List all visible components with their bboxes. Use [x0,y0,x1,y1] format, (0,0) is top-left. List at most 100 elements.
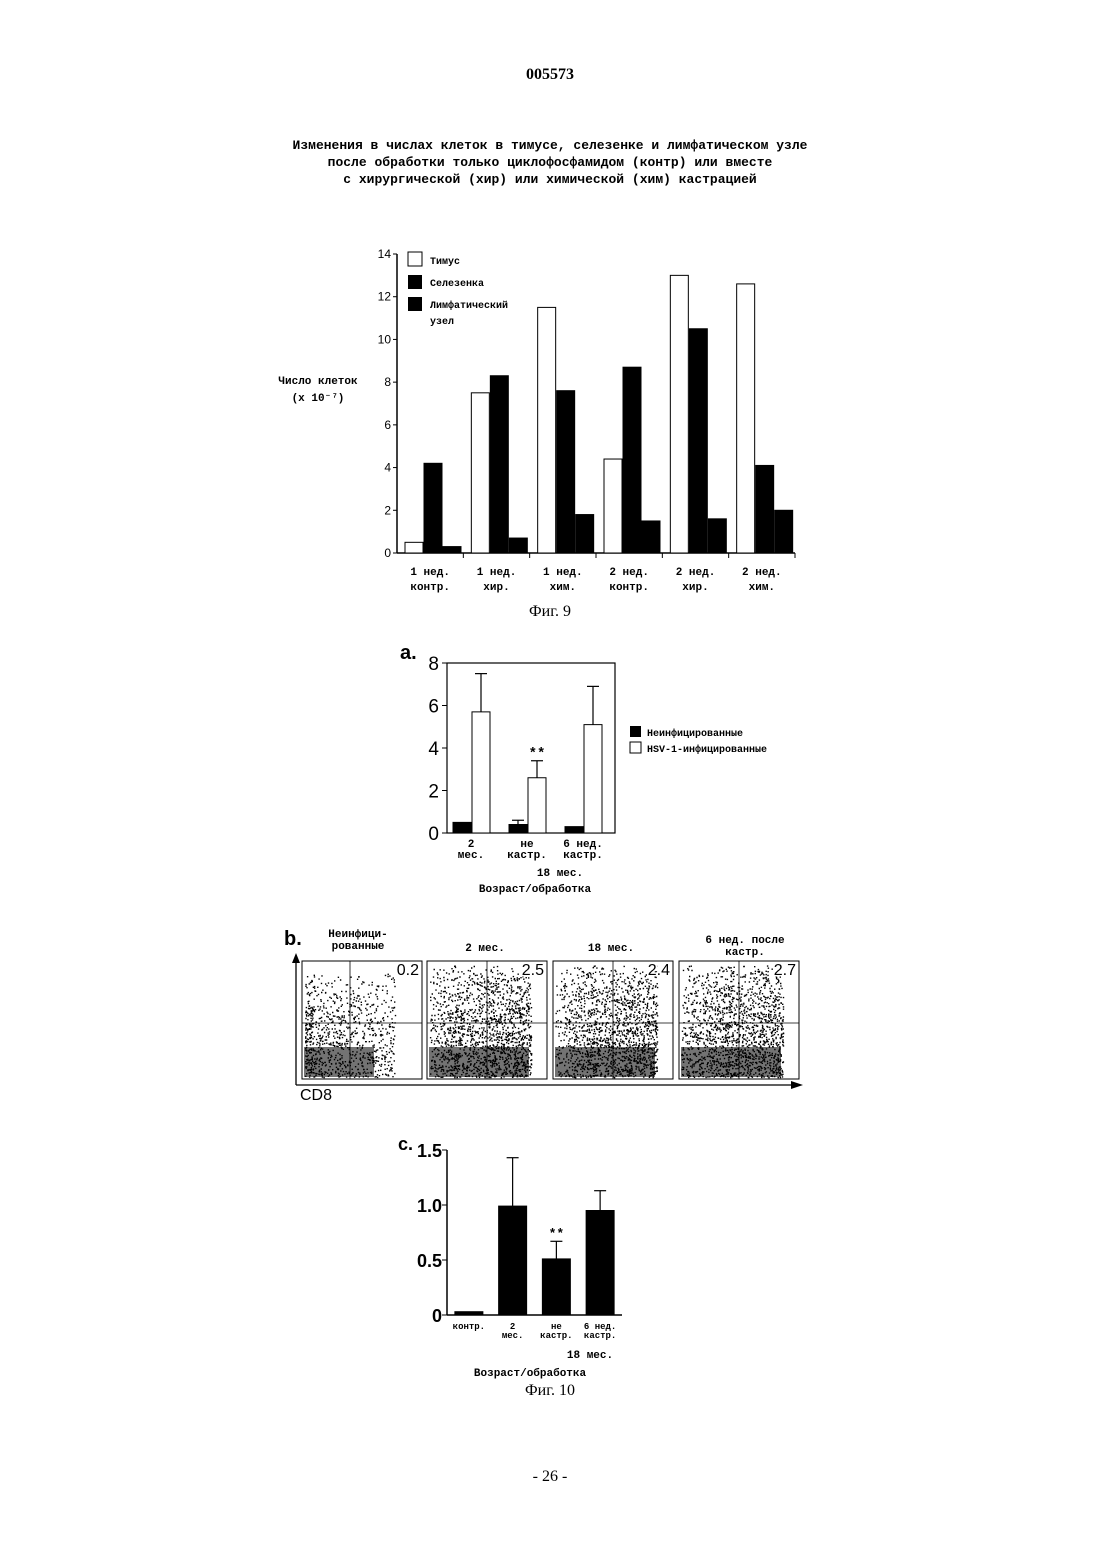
legend-label-3-sub: узел [430,317,454,328]
bar-1-5 [670,275,688,553]
bar-1-3 [538,307,556,553]
y-tick-label: 1.0 [417,1196,442,1216]
bar-2-2 [528,778,546,833]
x-axis-label: Возраст/обработка [479,883,592,896]
flow-panel: Неинфици- рованные 2 мес. 18 мес. 6 нед.… [285,925,815,1110]
x-tick-label: 2 нед. [742,567,782,579]
bar-2-3 [584,725,602,833]
flow-plot-value: 2.4 [648,962,670,979]
flow-dense-region [429,1047,529,1077]
y-tick-label: 0 [384,546,391,560]
y-tick-label: 6 [384,418,391,432]
x-tick-label-sub: мес. [458,850,484,862]
y-tick-label: 2 [384,503,391,517]
fig10c-chart: 00.51.01.5контр.2мес.некастр.6 нед.кастр… [400,1135,660,1385]
x-tick-label-sub: хир. [682,582,708,594]
fig10-caption: Фиг. 10 [500,1382,600,1400]
bar-2-1 [424,463,442,553]
x-tick-label-sub: мес. [502,1331,524,1341]
x-tick-label: контр. [453,1322,485,1332]
y-tick-label: 4 [428,739,439,760]
bar-2-3 [557,391,575,553]
flow-plot-3: 2.4 [553,961,673,1079]
flow-x-axis-label: CD8 [300,1087,332,1105]
group-label: 18 мес. [567,1350,613,1362]
legend-swatch-2 [408,275,422,289]
page-footer: - 26 - [0,1468,1100,1486]
x-tick-label: 1 нед. [543,567,583,579]
y-tick-label: 12 [378,290,392,304]
legend-label-3: Лимфатический [430,299,508,312]
legend-swatch-1 [630,726,641,737]
y-tick-label: 14 [378,247,392,261]
fig9-title: Изменения в числах клеток в тимусе, селе… [150,137,950,188]
fig9-title-line-2: после обработки только циклофосфамидом (… [150,154,950,171]
x-tick-label-sub: кастр. [540,1331,572,1341]
page-number: 005573 [0,66,1100,84]
y-tick-label: 0 [432,1306,442,1326]
bar-1-6 [737,284,755,553]
y-axis-label: Число клеток [278,376,358,388]
x-tick-label-sub: кастр. [563,850,603,862]
y-axis-arrowhead [292,953,300,963]
bar-3-6 [775,510,793,553]
x-tick-label-sub: хим. [749,582,775,594]
y-axis-label-units: (x 10⁻⁷) [292,393,345,405]
bar-3-4 [642,521,660,553]
y-tick-label: 0 [428,824,439,845]
legend-swatch-3 [408,297,422,311]
y-tick-label: 4 [384,461,391,475]
significance-marker: ** [549,1226,565,1241]
y-tick-label: 8 [428,654,439,675]
flow-plot-4: 2.7 [679,961,799,1079]
bar-2-5 [689,329,707,553]
bar-1-4 [604,459,622,553]
flow-dense-region [304,1047,374,1077]
flow-dense-region [555,1047,655,1077]
bar-3-1 [443,547,461,553]
bar-2-6 [756,465,774,553]
flow-plot-value: 2.7 [774,962,796,979]
fig10a-chart: 024682мес.некастр.6 нед.кастр.**18 мес.В… [400,650,840,900]
legend-label-2: Селезенка [430,279,484,290]
legend-swatch-2 [630,742,641,753]
fig9-title-line-1: Изменения в числах клеток в тимусе, селе… [150,137,950,154]
x-tick-label-sub: контр. [609,582,649,594]
y-tick-label: 2 [428,782,439,803]
legend-label-1: Тимус [430,257,460,268]
flow-dense-region [681,1047,781,1077]
bar-2 [499,1206,527,1315]
bar-1-1 [405,542,423,553]
x-axis-label: Возраст/обработка [474,1367,587,1380]
x-tick-label-sub: кастр. [584,1331,616,1341]
fig9-caption: Фиг. 9 [500,603,600,621]
bar-3-3 [576,515,594,553]
x-axis-arrowhead [791,1081,803,1089]
flow-plot-value: 2.5 [522,962,544,979]
x-tick-label: 1 нед. [410,567,450,579]
flow-plots: 0.2 2.5 2.4 2.7 [285,925,815,1110]
x-tick-label-sub: хим. [550,582,576,594]
bar-1-2 [471,393,489,553]
bar-2-2 [490,376,508,553]
bar-1-2 [509,825,527,834]
y-tick-label: 6 [428,697,439,718]
y-tick-label: 8 [384,375,391,389]
bar-3-5 [708,519,726,553]
x-tick-label-sub: контр. [410,582,450,594]
bar-1-3 [565,827,583,833]
x-tick-label-sub: кастр. [507,850,547,862]
fig9-chart: 0 2 4 6 8 10 12 14 Число клеток (x 10⁻⁷) 1 нед. кон… [250,235,830,605]
x-tick-label: 1 нед. [477,567,517,579]
bar-4 [586,1211,614,1316]
flow-plot-2: 2.5 [427,961,547,1079]
bar-3-2 [509,538,527,553]
fig9-title-line-3: с хирургической (хир) или химической (хи… [150,171,950,188]
x-tick-label: 2 нед. [609,567,649,579]
significance-marker: ** [529,746,546,762]
flow-plot-1: 0.2 [302,961,422,1079]
bar-2-1 [472,712,490,833]
y-tick-label: 1.5 [417,1141,442,1161]
legend-label-2: HSV-1-инфицированные [647,743,767,756]
y-tick-label: 10 [378,332,392,346]
